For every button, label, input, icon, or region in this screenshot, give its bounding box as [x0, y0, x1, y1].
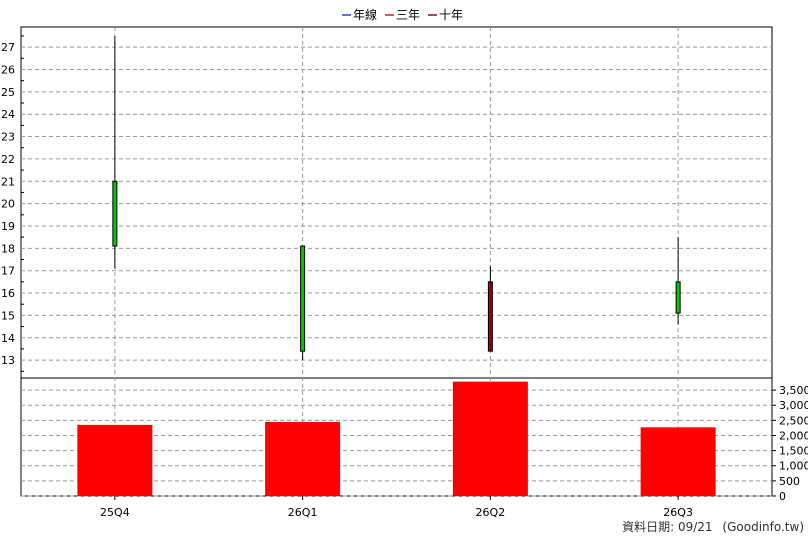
volume-tick-label: 2,500 — [779, 414, 808, 427]
volume-bar — [452, 381, 528, 496]
candle-body — [112, 180, 118, 247]
footer-text: 資料日期: 09/21 (Goodinfo.tw) — [622, 520, 804, 534]
footer-date: 資料日期: 09/21 — [622, 520, 712, 534]
volume-bars — [77, 381, 716, 496]
legend-label-1: 年線 — [353, 7, 377, 22]
volume-tick-label: 0 — [779, 490, 786, 503]
price-tick-label: 18 — [1, 242, 15, 255]
volume-bar — [640, 427, 716, 496]
volume-bar — [265, 421, 341, 496]
price-candles — [112, 35, 681, 361]
price-tick-label: 24 — [1, 108, 15, 121]
price-tick-label: 15 — [1, 309, 15, 322]
x-tick-label: 25Q4 — [100, 506, 130, 519]
price-tick-label: 14 — [1, 332, 15, 345]
volume-bar — [77, 424, 153, 496]
vertical-grid — [114, 27, 679, 496]
price-grid — [21, 35, 772, 372]
price-tick-label: 22 — [1, 153, 15, 166]
price-tick-label: 17 — [1, 265, 15, 278]
volume-tick-label: 2,000 — [779, 429, 808, 442]
price-tick-label: 13 — [1, 354, 15, 367]
x-tick-label: 26Q3 — [663, 506, 693, 519]
x-axis: 25Q4 26Q1 26Q2 26Q3 — [100, 496, 693, 519]
candle-body — [300, 245, 306, 352]
price-tick-label: 19 — [1, 220, 15, 233]
price-tick-label: 21 — [1, 175, 15, 188]
candle-body — [675, 281, 681, 314]
price-tick-label: 20 — [1, 198, 15, 211]
plot-frame — [20, 26, 773, 497]
volume-tick-label: 500 — [779, 475, 800, 488]
volume-y-axis: 0 500 1,000 1,500 2,000 2,500 3,000 3,500 — [779, 384, 808, 503]
volume-tick-label: 3,500 — [779, 384, 808, 397]
price-tick-label: 27 — [1, 41, 15, 54]
volume-tick-label: 1,000 — [779, 460, 808, 473]
legend-label-3: 十年 — [439, 8, 463, 22]
candle-body — [487, 281, 493, 352]
price-tick-label: 23 — [1, 131, 15, 144]
footer-source: (Goodinfo.tw) — [722, 520, 804, 534]
price-tick-label: 25 — [1, 86, 15, 99]
legend-label-2: 三年 — [396, 8, 420, 22]
legend: 年線 三年 十年 — [342, 7, 463, 22]
x-tick-label: 26Q1 — [288, 506, 318, 519]
price-y-axis: 13 14 15 16 17 18 19 20 21 22 23 24 25 26 27 — [1, 41, 15, 367]
x-tick-label: 26Q2 — [476, 506, 506, 519]
volume-tick-label: 3,000 — [779, 399, 808, 412]
price-tick-label: 16 — [1, 287, 15, 300]
volume-tick-label: 1,500 — [779, 445, 808, 458]
price-tick-label: 26 — [1, 63, 15, 76]
